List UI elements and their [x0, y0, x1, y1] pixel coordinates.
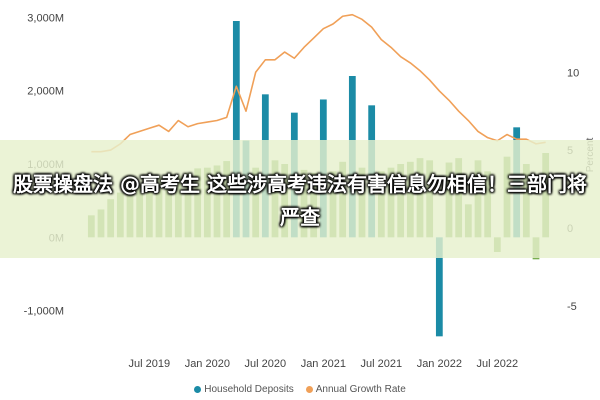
right-tick-label: -5 — [567, 301, 577, 313]
x-tick-label: Jul 2022 — [477, 358, 519, 370]
legend: Household Deposits Annual Growth Rate — [0, 380, 600, 398]
legend-item-household-deposits: Household Deposits — [194, 384, 294, 395]
legend-label: Household Deposits — [204, 383, 294, 395]
left-tick-label: 2,000M — [27, 86, 64, 98]
bar — [435, 237, 443, 337]
right-tick-label: 10 — [567, 67, 579, 79]
x-tick-label: Jan 2022 — [417, 358, 462, 370]
x-tick-label: Jul 2020 — [245, 358, 287, 370]
caption-text: 股票操盘法 @高考生 这些涉高考违法有害信息勿相信！三部门将严查 — [13, 172, 587, 229]
legend-dot-icon — [194, 385, 202, 393]
bar — [232, 21, 240, 238]
left-tick-label: -1,000M — [24, 306, 64, 318]
x-tick-label: Jul 2019 — [129, 358, 171, 370]
legend-label: Annual Growth Rate — [315, 383, 406, 395]
x-tick-label: Jan 2021 — [301, 358, 346, 370]
left-tick-label: 3,000M — [27, 12, 64, 24]
legend-dot-icon — [305, 385, 313, 393]
caption-band — [0, 140, 600, 258]
growth-rate-line — [91, 13, 546, 153]
legend-item-annual-growth-rate: Annual Growth Rate — [305, 383, 406, 395]
x-tick-label: Jan 2020 — [185, 358, 230, 370]
x-tick-label: Jul 2021 — [361, 358, 403, 370]
